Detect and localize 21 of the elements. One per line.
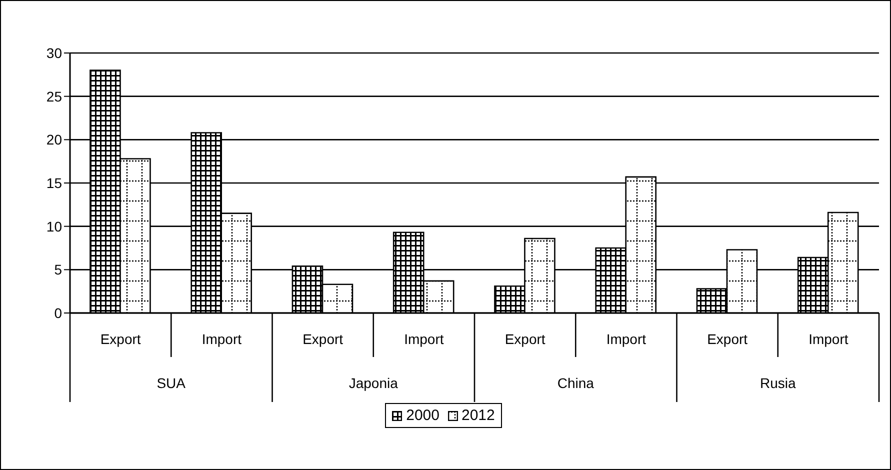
x-tick-label: Export: [707, 331, 748, 347]
x-tick-label: Import: [404, 331, 444, 347]
text: Rusia: [760, 375, 796, 391]
y-tick-label: 20: [46, 132, 62, 148]
legend-label: 2000: [406, 407, 440, 424]
x-tick-label: Export: [100, 331, 141, 347]
y-tick-label: 15: [46, 174, 62, 191]
y-tick-label: 30: [46, 44, 62, 61]
y-tick-label: 25: [46, 88, 62, 104]
x-tick-label: Export: [302, 331, 344, 347]
text: Japonia: [348, 375, 398, 391]
y-tick-label: 0: [54, 304, 62, 321]
text: SUA: [156, 375, 186, 391]
x-tick-label: Import: [606, 331, 646, 347]
y-tick-label: 5: [54, 262, 62, 278]
text: China: [557, 375, 594, 391]
legend-label: 2012: [462, 407, 495, 424]
x-tick-label: Import: [808, 331, 848, 347]
y-tick-label: 10: [46, 218, 62, 234]
x-tick-label: Import: [202, 331, 242, 347]
x-tick-label: Export: [504, 331, 546, 347]
